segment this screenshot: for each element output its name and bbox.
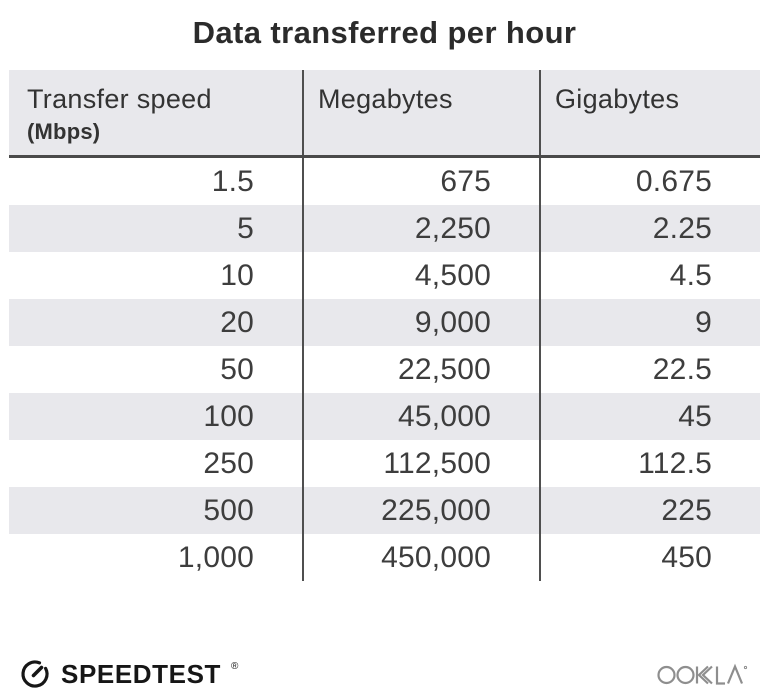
cell-gigabytes: 22.5 (539, 346, 760, 393)
cell-speed: 100 (203, 400, 254, 433)
table-header-row: Transfer speed (Mbps) Megabytes Gigabyte… (9, 70, 760, 158)
column-header-label: Transfer speed (27, 84, 212, 114)
cell-gigabytes: 0.675 (539, 158, 760, 205)
cell-megabytes: 22,500 (302, 346, 539, 393)
column-header-gigabytes: Gigabytes (539, 70, 760, 155)
table-row: 1,000 450,000 450 (9, 534, 760, 581)
column-header-unit: (Mbps) (27, 119, 101, 144)
table-row: 50 22,500 22.5 (9, 346, 760, 393)
cell-speed: 1,000 (177, 541, 254, 574)
cell-megabytes: 112,500 (302, 440, 539, 487)
cell-megabytes: 450,000 (302, 534, 539, 581)
column-header-transfer-speed: Transfer speed (Mbps) (9, 70, 302, 155)
speedtest-trademark-symbol: ® (231, 661, 239, 672)
cell-speed: 500 (203, 494, 254, 527)
table-body: 1.5 675 0.675 5 2,250 2.25 10 4,500 4.5 … (9, 158, 760, 581)
table-row: 100 45,000 45 (9, 393, 760, 440)
cell-gigabytes: 2.25 (539, 205, 760, 252)
table-row: 1.5 675 0.675 (9, 158, 760, 205)
speedtest-gauge-icon (21, 660, 49, 688)
column-header-megabytes: Megabytes (302, 70, 539, 155)
cell-megabytes: 225,000 (302, 487, 539, 534)
cell-gigabytes: 225 (539, 487, 760, 534)
cell-speed: 5 (237, 212, 254, 245)
cell-gigabytes: 450 (539, 534, 760, 581)
speedtest-logo: SPEEDTEST ® (18, 657, 238, 691)
table-row: 10 4,500 4.5 (9, 252, 760, 299)
footer: SPEEDTEST ® (18, 657, 753, 691)
cell-speed: 20 (220, 306, 254, 339)
table-row: 500 225,000 225 (9, 487, 760, 534)
cell-megabytes: 4,500 (302, 252, 539, 299)
cell-megabytes: 9,000 (302, 299, 539, 346)
speedtest-wordmark: SPEEDTEST (61, 658, 221, 689)
cell-speed: 1.5 (211, 165, 254, 198)
cell-megabytes: 45,000 (302, 393, 539, 440)
cell-speed: 10 (220, 259, 254, 292)
table-row: 5 2,250 2.25 (9, 205, 760, 252)
cell-gigabytes: 9 (539, 299, 760, 346)
table-row: 20 9,000 9 (9, 299, 760, 346)
cell-gigabytes: 45 (539, 393, 760, 440)
cell-gigabytes: 4.5 (539, 252, 760, 299)
cell-megabytes: 675 (302, 158, 539, 205)
cell-speed: 50 (220, 353, 254, 386)
data-table: Transfer speed (Mbps) Megabytes Gigabyte… (9, 70, 760, 581)
cell-megabytes: 2,250 (302, 205, 539, 252)
page-title: Data transferred per hour (192, 15, 577, 50)
ookla-wordmark-icon (657, 663, 748, 685)
cell-gigabytes: 112.5 (539, 440, 760, 487)
table-row: 250 112,500 112.5 (9, 440, 760, 487)
cell-speed: 250 (203, 447, 254, 480)
ookla-logo (657, 661, 753, 688)
